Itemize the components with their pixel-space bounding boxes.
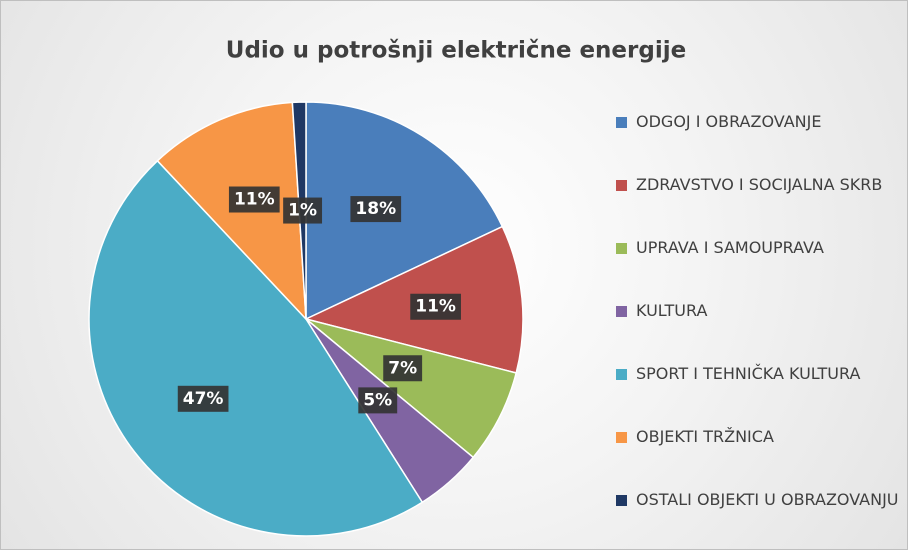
data-label-text: 7% xyxy=(388,358,417,378)
legend-label: UPRAVA I SAMOUPRAVA xyxy=(636,238,824,257)
legend-entry: SPORT I TEHNIČKA KULTURA xyxy=(616,361,901,424)
pie-slice xyxy=(305,101,504,321)
data-label-box xyxy=(383,355,423,382)
legend-entry: OBJEKTI TRŽNICA xyxy=(616,424,901,487)
data-label: 11% xyxy=(410,293,461,320)
data-label-box xyxy=(177,385,229,412)
data-label-text: 5% xyxy=(363,390,392,410)
legend: ODGOJ I OBRAZOVANJE ZDRAVSTVO I SOCIJALNA… xyxy=(616,109,901,550)
data-label-box xyxy=(228,186,280,213)
data-label: 5% xyxy=(358,387,398,414)
data-label: 7% xyxy=(383,355,423,382)
pie-slice xyxy=(88,159,424,537)
legend-swatch xyxy=(616,369,627,380)
legend-swatch xyxy=(616,432,627,443)
data-label: 11% xyxy=(228,186,280,213)
chart-title: Udio u potrošnji električne energije xyxy=(226,38,686,64)
legend-label: ODGOJ I OBRAZOVANJE xyxy=(636,112,822,131)
legend-entry: UPRAVA I SAMOUPRAVA xyxy=(616,235,901,298)
data-label-text: 47% xyxy=(183,389,224,409)
data-label: 47% xyxy=(177,385,229,412)
legend-entry: ODGOJ I OBRAZOVANJE xyxy=(616,109,901,172)
data-label: 18% xyxy=(350,196,402,223)
legend-swatch xyxy=(616,117,627,128)
data-label-text: 11% xyxy=(415,297,456,317)
data-label-text: 11% xyxy=(234,190,275,210)
legend-label: SPORT I TEHNIČKA KULTURA xyxy=(636,364,861,383)
legend-label: OBJEKTI TRŽNICA xyxy=(636,427,774,446)
legend-label: OSTALI OBJEKTI U OBRAZOVANJU xyxy=(636,490,899,509)
data-label-box xyxy=(358,387,398,414)
legend-label: KULTURA xyxy=(636,301,708,320)
data-label-text: 1% xyxy=(288,201,317,221)
legend-swatch xyxy=(616,306,627,317)
data-label-box xyxy=(283,197,323,224)
legend-entry: KULTURA xyxy=(616,298,901,361)
data-label: 1% xyxy=(283,197,323,224)
data-label-box xyxy=(410,293,461,320)
legend-entry: ZDRAVSTVO I SOCIJALNA SKRB xyxy=(616,172,901,235)
data-label-box xyxy=(350,196,402,223)
data-label-text: 18% xyxy=(355,199,396,219)
legend-swatch xyxy=(616,180,627,191)
legend-entry: OSTALI OBJEKTI U OBRAZOVANJU xyxy=(616,487,901,550)
legend-label: ZDRAVSTVO I SOCIJALNA SKRB xyxy=(636,175,883,194)
legend-swatch xyxy=(616,495,627,506)
legend-swatch xyxy=(616,243,627,254)
